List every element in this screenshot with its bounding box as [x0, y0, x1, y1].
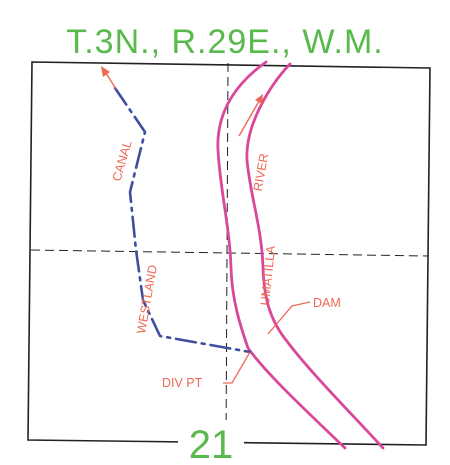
- quarter-line-vertical: [225, 62, 229, 445]
- river-east-bank: [245, 62, 385, 450]
- river-flow-arrow: [238, 95, 263, 137]
- section-boundary: [27, 61, 431, 446]
- div-pt-label: DIV PT: [162, 376, 203, 390]
- canal-label: CANAL: [110, 139, 135, 183]
- river-label: RIVER: [251, 152, 271, 192]
- township-range-title: T.3N., R.29E., W.M.: [66, 23, 384, 61]
- westland-canal: [113, 86, 252, 354]
- section-number-backdrop: [178, 420, 244, 465]
- river-flow-arrow-head: [255, 94, 263, 104]
- umatilla-label: UMATILLA: [258, 244, 278, 306]
- canal-flow-arrow-head: [101, 66, 110, 77]
- westland-label: WESTLAND: [134, 264, 160, 335]
- dam-label: DAM: [313, 296, 341, 310]
- section-number: 21: [189, 423, 234, 465]
- river-west-bank: [216, 60, 347, 450]
- div-pt-leader-line: [223, 351, 251, 384]
- dam-leader-line: [267, 301, 311, 335]
